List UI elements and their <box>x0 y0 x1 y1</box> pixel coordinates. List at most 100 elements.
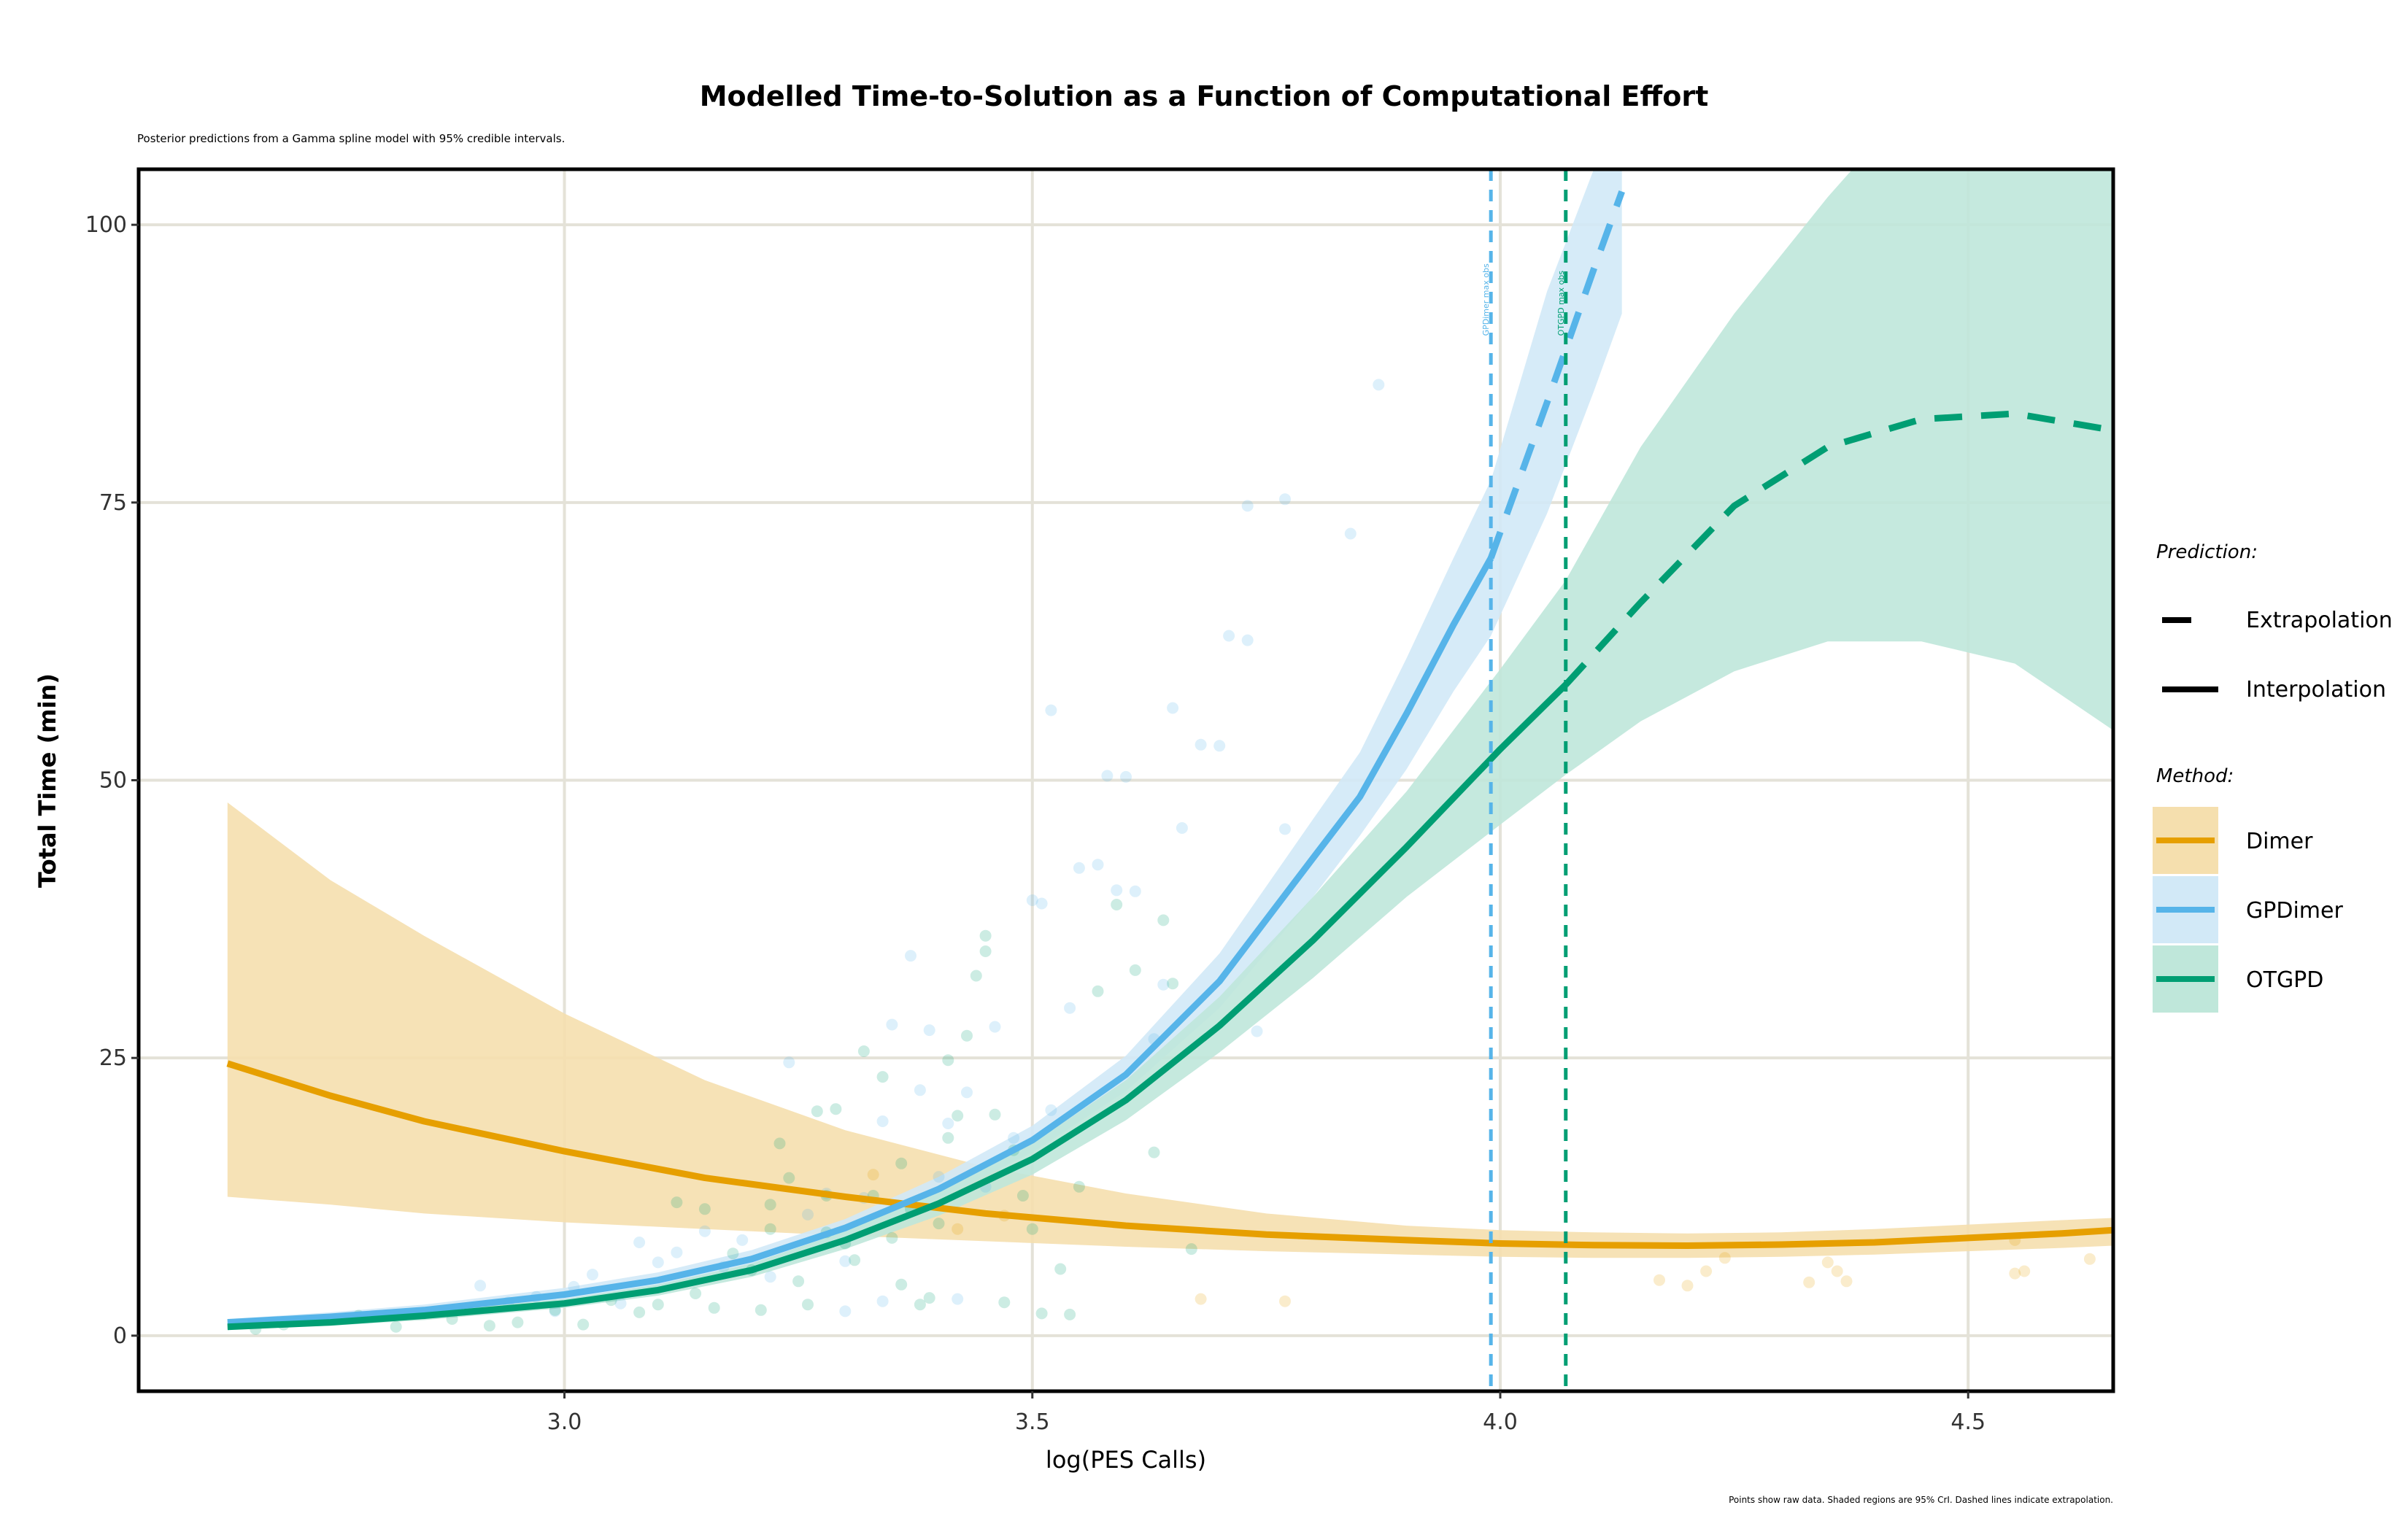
point-otgpd <box>755 1304 767 1316</box>
point-dimer <box>952 1223 964 1235</box>
y-tick-label: 50 <box>99 768 127 794</box>
legend-extrapolation-label: Extrapolation <box>2246 608 2393 633</box>
point-gpdimer <box>1373 379 1385 391</box>
y-tick-label: 0 <box>113 1323 127 1349</box>
point-dimer <box>1681 1280 1694 1292</box>
cutoff-label-gpdimer: GPDimer max obs <box>1481 263 1491 336</box>
x-axis-ticks: 3.0 3.5 4.0 4.5 <box>547 1391 1986 1435</box>
y-tick-label: 100 <box>85 212 127 238</box>
point-otgpd <box>652 1299 664 1311</box>
point-otgpd <box>1185 1243 1197 1256</box>
point-gpdimer <box>474 1280 487 1292</box>
x-tick-label: 4.0 <box>1483 1409 1518 1435</box>
point-otgpd <box>830 1103 842 1115</box>
point-otgpd <box>886 1231 898 1244</box>
point-gpdimer <box>876 1115 889 1127</box>
point-otgpd <box>1148 1146 1160 1158</box>
y-tick-label: 25 <box>99 1045 127 1071</box>
point-gpdimer <box>1157 978 1170 991</box>
line-interp-otgpd <box>227 682 1568 1331</box>
point-otgpd <box>1092 985 1104 997</box>
point-gpdimer <box>1008 1131 1020 1144</box>
line-extrap-otgpd <box>1563 410 2113 687</box>
point-gpdimer <box>1035 897 1048 910</box>
point-otgpd <box>671 1196 683 1209</box>
point-otgpd <box>764 1199 776 1211</box>
point-otgpd <box>1054 1263 1067 1275</box>
point-gpdimer <box>933 1171 945 1183</box>
point-dimer <box>1840 1275 1853 1288</box>
point-gpdimer <box>736 1234 749 1246</box>
point-dimer <box>1831 1265 1843 1277</box>
legend-method-title: Method: <box>2156 765 2234 787</box>
legend-label-dimer: Dimer <box>2246 829 2313 854</box>
point-gpdimer <box>698 1225 711 1237</box>
point-gpdimer <box>942 1118 954 1129</box>
point-otgpd <box>914 1299 926 1311</box>
point-gpdimer <box>1279 823 1291 835</box>
point-gpdimer <box>614 1297 627 1309</box>
point-gpdimer <box>1111 884 1123 897</box>
point-otgpd <box>989 1108 1001 1121</box>
point-gpdimer <box>876 1295 889 1307</box>
point-gpdimer <box>914 1084 926 1096</box>
point-gpdimer <box>764 1271 776 1283</box>
legend: Prediction: Extrapolation Interpolation … <box>2153 541 2393 1013</box>
point-otgpd <box>1026 1223 1038 1235</box>
point-otgpd <box>895 1157 908 1169</box>
line-interp-gpdimer <box>227 556 1494 1326</box>
point-otgpd <box>952 1110 964 1122</box>
point-gpdimer <box>1120 770 1132 783</box>
point-gpdimer <box>802 1208 814 1220</box>
point-gpdimer <box>1167 702 1179 714</box>
point-gpdimer <box>783 1056 795 1069</box>
point-gpdimer <box>1026 894 1038 906</box>
point-gpdimer <box>1251 1025 1263 1037</box>
point-otgpd <box>802 1299 814 1311</box>
point-gpdimer <box>587 1269 598 1281</box>
point-gpdimer <box>1195 738 1207 751</box>
y-tick-label: 75 <box>99 490 127 516</box>
point-gpdimer <box>923 1024 935 1037</box>
point-otgpd <box>979 929 992 942</box>
point-gpdimer <box>1241 500 1254 512</box>
legend-prediction-title: Prediction: <box>2156 541 2258 563</box>
point-otgpd <box>961 1029 973 1042</box>
point-otgpd <box>1129 964 1141 976</box>
point-otgpd <box>690 1288 702 1299</box>
point-otgpd <box>1167 978 1179 990</box>
point-otgpd <box>895 1278 908 1291</box>
point-dimer <box>1700 1265 1713 1277</box>
point-otgpd <box>923 1292 935 1304</box>
x-tick-label: 3.0 <box>547 1409 582 1435</box>
line-interp-dimer <box>226 1060 2113 1249</box>
x-tick-label: 3.5 <box>1015 1409 1050 1435</box>
point-gpdimer <box>905 950 916 962</box>
point-otgpd <box>849 1254 861 1266</box>
extrapolation-cutoffs: GPDimer max obs OTGPD max obs <box>1481 169 1568 1391</box>
point-gpdimer <box>633 1237 646 1248</box>
point-otgpd <box>857 1045 870 1057</box>
point-gpdimer <box>1344 527 1357 540</box>
point-gpdimer <box>839 1305 852 1318</box>
point-gpdimer <box>886 1018 898 1031</box>
point-otgpd <box>727 1247 739 1260</box>
point-otgpd <box>942 1131 954 1144</box>
point-otgpd <box>1111 899 1123 910</box>
point-otgpd <box>633 1306 646 1318</box>
point-otgpd <box>942 1054 954 1067</box>
line-extrap-gpdimer <box>1487 190 1625 560</box>
band-otgpd <box>227 169 2113 1329</box>
y-axis-ticks: 0 25 50 75 100 <box>85 212 139 1349</box>
point-gpdimer <box>1101 770 1114 782</box>
chart-title: Modelled Time-to-Solution as a Function … <box>700 80 1709 112</box>
point-otgpd <box>764 1223 776 1235</box>
legend-method-items: Dimer GPDimer OTGPD <box>2153 807 2343 1013</box>
legend-interpolation-label: Interpolation <box>2246 677 2386 703</box>
point-dimer <box>2083 1253 2096 1265</box>
credible-bands <box>227 169 2113 1329</box>
point-otgpd <box>1016 1190 1029 1202</box>
legend-label-gpdimer: GPDimer <box>2246 898 2343 924</box>
point-otgpd <box>1064 1308 1076 1320</box>
y-axis-title: Total Time (min) <box>34 673 61 888</box>
